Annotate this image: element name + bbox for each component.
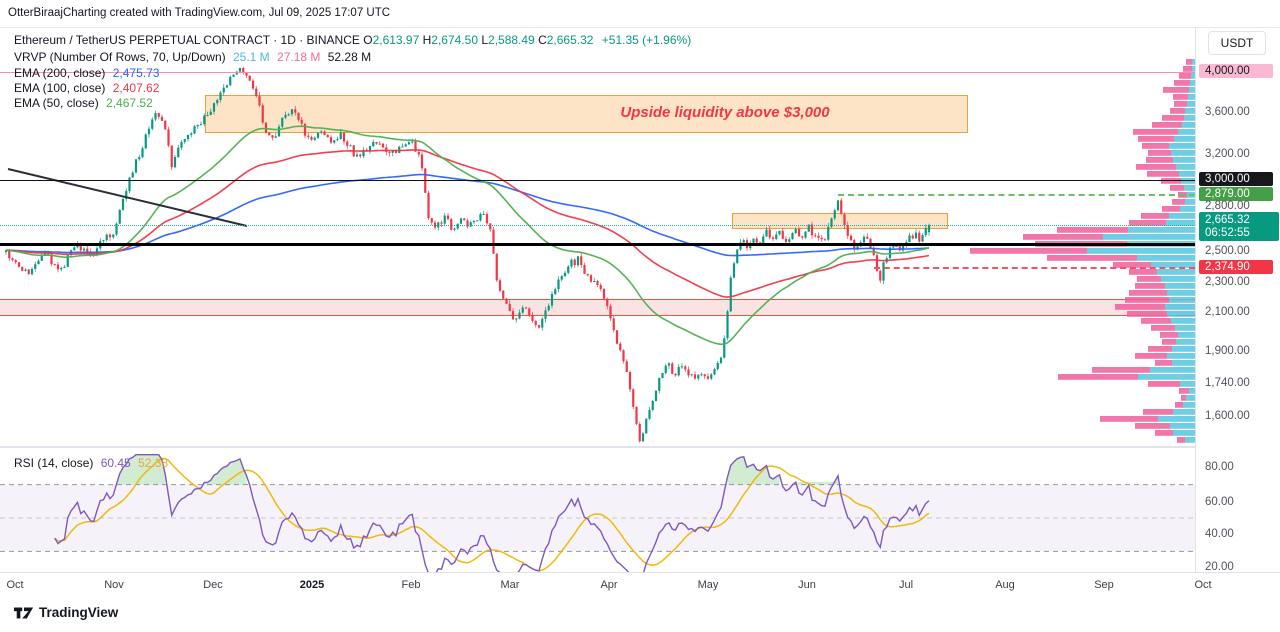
currency-toggle-button[interactable]: USDT [1208,31,1266,55]
attribution-text: OtterBiraajCharting created with Trading… [8,7,391,19]
ema100-legend-row[interactable]: EMA (100, close) 2,407.62 [14,81,159,95]
price-tick: 2,879.00 [1199,187,1273,201]
tradingview-wordmark: TradingView [39,605,119,620]
green-2879-dashed[interactable] [838,194,1195,196]
rsi-tick: 80.00 [1205,461,1234,473]
time-tick-dec[interactable]: Dec [203,579,223,591]
price-tick: 2,300.00 [1205,276,1250,288]
price-tick: 3,200.00 [1205,148,1250,160]
rsi-tick: 60.00 [1205,496,1234,508]
rsi-tick: 20.00 [1205,561,1234,573]
price-tick: 2,500.00 [1205,245,1250,257]
vrvp-legend-row[interactable]: VRVP (Number Of Rows, 70, Up/Down) 25.1 … [14,50,371,64]
price-tick: 2,100.00 [1205,306,1250,318]
current-price-value: 2,665.32 [1205,214,1250,226]
ema200-value: 2,475.73 [112,66,160,80]
time-tick-jul[interactable]: Jul [898,579,914,591]
rsi-value: 60.45 [100,456,131,470]
ema200-legend-row[interactable]: EMA (200, close) 2,475.73 [14,66,159,80]
time-axis[interactable]: Oct Nov Dec 2025 Feb Mar Apr May Jun Jul Aug Sep Oct [0,572,1280,599]
ema100-label: EMA (100, close) [14,81,106,95]
price-axis[interactable]: USDT 4,000.00 3,600.00 3,200.00 3,000.00 2,8… [1195,27,1280,573]
time-tick-jun[interactable]: Jun [798,579,816,591]
tradingview-brand[interactable]: TradingView [14,605,118,620]
ema50-value: 2,467.52 [106,96,153,110]
ohlc-values: O2,613.97 H2,674.50 L2,588.49 C2,665.32 [363,33,594,47]
time-tick-2025[interactable]: 2025 [299,579,325,591]
rsi-tick: 40.00 [1205,528,1234,540]
vrvp-up-volume: 25.1 M [232,50,270,64]
price-tick: 4,000.00 [1199,64,1273,78]
pink-4000-line[interactable] [0,71,1195,73]
time-tick-oct[interactable]: Oct [6,579,24,591]
vrvp-label: VRVP (Number Of Rows, 70, Up/Down) [14,50,226,64]
price-tick: 3,000.00 [1199,172,1273,186]
price-tick: 1,600.00 [1205,410,1250,422]
vrvp-total-volume: 52.28 M [327,50,372,64]
symbol-legend-row[interactable]: Ethereum / TetherUS PERPETUAL CONTRACT ·… [14,33,691,47]
time-tick-may[interactable]: May [697,579,719,591]
time-tick-nov[interactable]: Nov [104,579,124,591]
time-tick-feb[interactable]: Feb [401,579,421,591]
chart-canvas[interactable] [0,0,1195,632]
black-3000-line[interactable] [0,179,1195,181]
time-tick-apr[interactable]: Apr [600,579,618,591]
price-tick: 2,374.90 [1199,260,1273,274]
tradingview-logo-icon [14,607,34,618]
current-price-label: 2,665.32 06:52:55 [1199,212,1279,241]
time-tick-aug[interactable]: Aug [995,579,1015,591]
annotation-upside-liquidity[interactable]: Upside liquidity above $3,000 [620,104,830,121]
ema200-label: EMA (200, close) [14,66,106,80]
demand-band-2100[interactable] [0,299,1195,316]
current-price-dotted[interactable] [0,224,1195,226]
ema50-label: EMA (50, close) [14,96,99,110]
price-tick: 2,800.00 [1205,200,1250,212]
ema50-legend-row[interactable]: EMA (50, close) 2,467.52 [14,96,153,110]
rsi-legend-row[interactable]: RSI (14, close) 60.45 52.38 [14,456,168,470]
rsi-label: RSI (14, close) [14,456,94,470]
vrvp-down-volume: 27.18 M [277,50,321,64]
time-tick-oct[interactable]: Oct [1194,579,1212,591]
change-value: +51.35 (+1.96%) [601,33,692,47]
symbol-title: Ethereum / TetherUS PERPETUAL CONTRACT ·… [14,33,360,47]
upper-supply-zone[interactable] [205,95,968,133]
black-thick-support-line[interactable] [0,242,1195,246]
bar-countdown: 06:52:55 [1205,226,1250,239]
price-tick: 3,600.00 [1205,106,1250,118]
ema100-value: 2,407.62 [112,81,160,95]
pane-divider[interactable] [0,446,1280,448]
footer-strip: TradingView [0,598,1280,632]
time-tick-sep[interactable]: Sep [1094,579,1114,591]
attribution-bar: OtterBiraajCharting created with Trading… [0,0,1280,28]
price-tick: 1,900.00 [1205,345,1250,357]
rsi-ma-value: 52.38 [138,456,169,470]
red-2374-dashed[interactable] [874,267,1195,269]
time-tick-mar[interactable]: Mar [500,579,520,591]
price-tick: 1,740.00 [1205,377,1250,389]
